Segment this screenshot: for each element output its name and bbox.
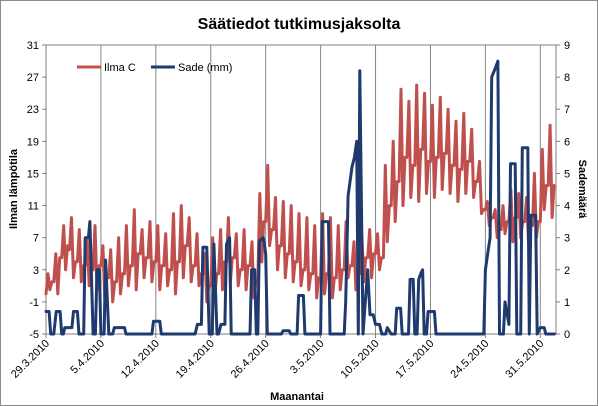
tick-label-x: 19.4.2010 <box>174 338 217 381</box>
tick-label-right: 3 <box>564 233 570 245</box>
tick-label-left: -1 <box>29 297 39 309</box>
legend-label-sade: Sade (mm) <box>178 62 232 74</box>
tick-label-left: 31 <box>27 40 39 52</box>
tick-label-left: 27 <box>27 72 39 84</box>
tick-label-right: 6 <box>564 136 570 148</box>
tick-label-x: 10.5.2010 <box>339 338 382 381</box>
legend: Ilma C Sade (mm) <box>77 62 232 74</box>
y-axis-right-label: Sademäärä <box>576 160 588 220</box>
right-axis-ticks: 9 8 7 6 5 4 3 2 1 0 <box>556 40 570 341</box>
series-layer <box>44 59 556 336</box>
tick-label-x: 24.5.2010 <box>448 338 491 381</box>
legend-label-ilma: Ilma C <box>104 62 136 74</box>
x-axis-ticks: 29.3.2010 5.4.2010 12.4.2010 19.4.2010 26.4.… <box>9 334 546 381</box>
tick-label-left: 11 <box>28 201 39 213</box>
tick-label-right: 5 <box>564 168 570 180</box>
series-line-ilma <box>44 83 556 304</box>
tick-label-right: 0 <box>564 329 570 341</box>
tick-label-right: 8 <box>564 72 570 84</box>
plot-area-border <box>45 44 557 335</box>
tick-label-right: 7 <box>564 104 570 116</box>
tick-label-x: 12.4.2010 <box>119 338 162 381</box>
tick-label-x: 17.5.2010 <box>393 338 436 381</box>
x-axis-label: Maanantai <box>270 391 324 403</box>
series-line-sade <box>44 59 556 336</box>
tick-label-left: 19 <box>27 136 39 148</box>
left-axis-ticks: 31 27 23 19 15 11 7 3 -1 -5 <box>27 40 46 341</box>
tick-label-x: 3.5.2010 <box>288 338 327 377</box>
tick-label-left: -5 <box>29 329 39 341</box>
tick-label-x: 29.3.2010 <box>9 338 52 381</box>
tick-label-right: 9 <box>564 40 570 52</box>
y-axis-left-label: Ilman lämpötila <box>8 148 20 229</box>
tick-label-left: 7 <box>33 233 39 245</box>
tick-label-x: 5.4.2010 <box>68 338 107 377</box>
tick-label-right: 2 <box>564 265 570 277</box>
tick-label-left: 23 <box>27 104 39 116</box>
tick-label-left: 15 <box>27 168 39 180</box>
tick-label-right: 4 <box>564 201 570 213</box>
tick-label-left: 3 <box>33 265 39 277</box>
chart-title: Säätiedot tutkimusjaksolta <box>198 16 401 33</box>
tick-label-x: 31.5.2010 <box>503 338 546 381</box>
tick-label-x: 26.4.2010 <box>229 338 272 381</box>
tick-label-right: 1 <box>564 297 570 309</box>
